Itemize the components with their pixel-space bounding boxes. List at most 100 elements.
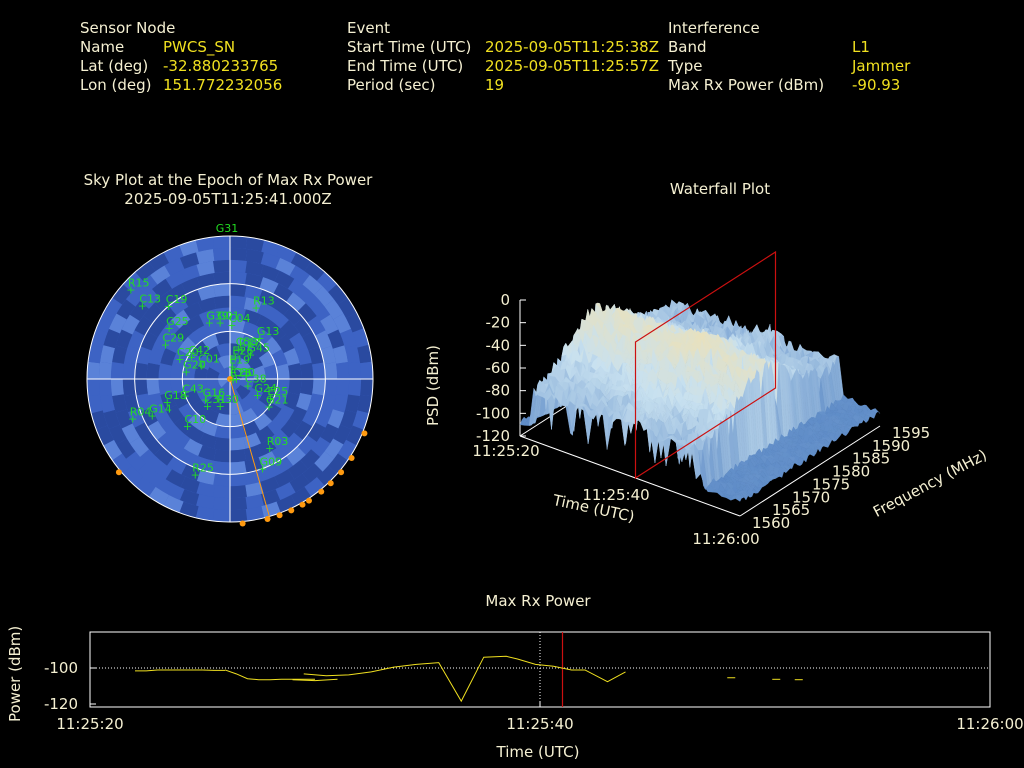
sky-cell (122, 271, 144, 293)
sky-cell (126, 286, 146, 307)
sky-cell (140, 407, 158, 427)
sky-cell (213, 461, 230, 475)
satellite-c38: +C38 (243, 373, 266, 393)
power-series-3 (303, 655, 626, 703)
sky-cell (129, 436, 149, 458)
satellite-c30: +C30 (232, 366, 255, 386)
interference-type-value: Jammer (852, 57, 911, 75)
satellite-r17: +R17 (237, 337, 260, 357)
sky-cell (242, 420, 260, 437)
sky-cell (230, 355, 242, 369)
sky-cell (134, 362, 148, 379)
sky-cell (340, 409, 357, 430)
sensor-header: Sensor Node (80, 19, 176, 37)
sky-cell (212, 497, 230, 511)
sky-cell (121, 314, 140, 335)
satellite-label: G25 (166, 315, 189, 328)
satellite-marker: + (203, 400, 212, 413)
satellite-marker: + (227, 319, 236, 332)
sky-cell (243, 445, 262, 461)
satellite-label: G21 (266, 393, 289, 406)
sky-cell (212, 509, 230, 522)
sky-cell (197, 457, 216, 473)
satellite-label: G20 (183, 358, 206, 371)
sky-cell (340, 328, 357, 349)
satellite-label: G31 (216, 222, 239, 235)
sky-cell (276, 495, 297, 513)
sky-cell (274, 270, 295, 289)
sky-cell (198, 309, 217, 326)
sky-cell (271, 442, 292, 462)
sky-cell (243, 297, 262, 313)
sky-cell (185, 425, 205, 444)
satellite-g20: +G20 (182, 358, 206, 378)
sky-cell (112, 453, 132, 474)
satellite-marker: + (215, 317, 224, 330)
sky-cell (324, 438, 344, 459)
sky-cell (213, 259, 230, 273)
sky-cell (160, 418, 180, 438)
freq-tick-label: 1590 (872, 437, 910, 455)
sky-cell (178, 402, 197, 422)
satellite-label: G16 (203, 386, 226, 399)
jammer-point (239, 520, 246, 527)
sky-cell (136, 393, 152, 412)
waterfall-z-label: PSD (dBm) (424, 344, 442, 426)
satellite-marker: + (128, 412, 137, 425)
satellite-marker: + (126, 284, 135, 297)
sky-cell (100, 394, 115, 413)
sky-cell (304, 261, 325, 281)
event-start-value: 2025-09-05T11:25:38Z (485, 38, 659, 56)
sky-cell (134, 422, 153, 443)
sky-cell (182, 364, 196, 379)
sky-cell (302, 463, 323, 483)
jammer-point (338, 469, 345, 476)
satellite-g01: +G01 (215, 310, 239, 330)
satellite-marker: + (181, 389, 190, 402)
sky-cell (143, 435, 163, 455)
sky-cell (147, 317, 167, 338)
sky-cell (311, 300, 331, 322)
satellite-c04: +C04 (227, 312, 250, 332)
sky-cell (352, 328, 369, 348)
sky-cell (98, 361, 112, 379)
satellite-label: G24 (255, 382, 278, 395)
sky-cell (88, 394, 103, 414)
sky-cell (146, 379, 160, 396)
waterfall-surface (519, 299, 881, 502)
sky-cell (194, 365, 208, 379)
satellite-marker: + (264, 400, 273, 413)
sky-cell (221, 379, 230, 391)
sky-cell (172, 391, 189, 409)
jammer-point (115, 469, 122, 476)
sky-cell (230, 389, 242, 403)
sky-cell (96, 312, 114, 333)
sky-cell (108, 424, 127, 445)
satellite-r03: +R03 (265, 435, 288, 455)
sky-cell (134, 315, 153, 336)
sky-cell (218, 355, 230, 369)
sky-cell (172, 349, 189, 367)
satellite-label: R15 (128, 277, 150, 290)
sky-cell (297, 303, 317, 323)
sky-cell (280, 320, 300, 340)
sky-cell (289, 265, 310, 285)
sky-cell (269, 309, 289, 329)
sky-cell (320, 345, 336, 365)
sky-cell (320, 393, 336, 413)
sky-cell (165, 404, 184, 424)
sky-cell (180, 264, 200, 282)
time-tick-label: 11:25:20 (472, 442, 539, 460)
sky-cell (218, 379, 230, 388)
sky-cell (87, 361, 100, 379)
sky-cell (261, 240, 281, 257)
sensor-lat-value: -32.880233765 (163, 57, 279, 75)
sky-cell (332, 394, 348, 413)
sky-cell (115, 329, 133, 349)
sky-cell (187, 412, 207, 431)
sky-cell (156, 432, 177, 453)
sky-cell (148, 347, 164, 366)
satellites: G31+E19+E26+C58+R17+G45+G13+C04+G01+G39+… (126, 222, 288, 482)
